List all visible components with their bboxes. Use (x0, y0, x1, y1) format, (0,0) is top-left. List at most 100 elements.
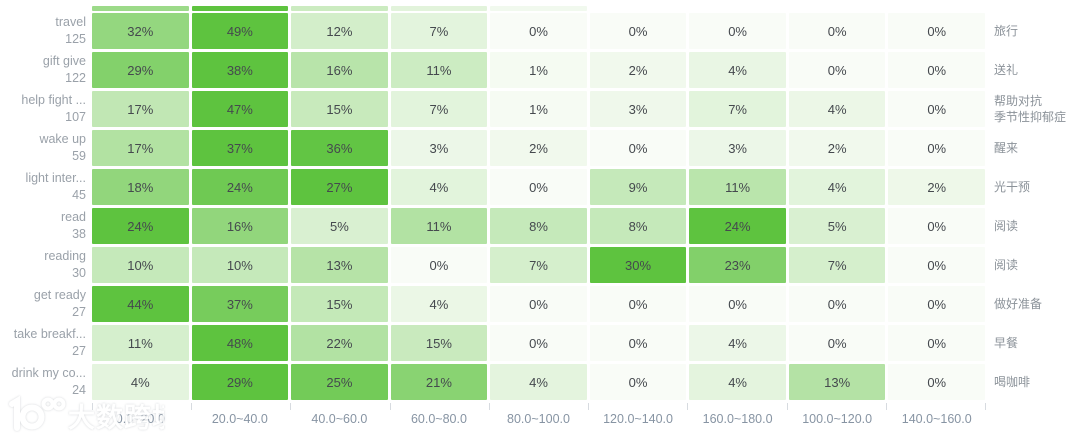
heatmap-cell[interactable]: 4% (788, 91, 886, 127)
heatmap-cell[interactable]: 25% (291, 364, 388, 400)
heatmap-cell[interactable]: 7% (490, 247, 587, 283)
row-label-zh: 喝咖啡 (994, 375, 1031, 389)
heatmap-cell[interactable]: 10% (191, 247, 289, 283)
heatmap-cell[interactable]: 12% (291, 13, 388, 49)
heatmap-cell[interactable]: 4% (788, 169, 886, 205)
heatmap-cell[interactable]: 17% (92, 91, 189, 127)
heatmap-cell[interactable]: 0% (888, 13, 985, 49)
heatmap-cell[interactable]: 47% (191, 91, 289, 127)
heatmap-cell[interactable]: 32% (92, 13, 189, 49)
heatmap-cell[interactable]: 8% (589, 208, 687, 244)
heatmap-cell[interactable]: 17% (92, 130, 189, 166)
heatmap-cell[interactable]: 7% (390, 13, 488, 49)
x-axis-tick (687, 403, 688, 410)
heatmap-cell[interactable]: 4% (92, 364, 189, 400)
heatmap-cell[interactable]: 0% (490, 13, 587, 49)
heatmap-cell[interactable]: 22% (291, 325, 388, 361)
heatmap-cell[interactable]: 3% (689, 130, 786, 166)
heatmap-cell[interactable]: 0% (390, 247, 488, 283)
heatmap-row: 29% 38% 16% 11% 1% 2% 4% 0% 0% (92, 52, 985, 88)
heatmap-cell[interactable]: 0% (888, 130, 985, 166)
heatmap-cell[interactable]: 30% (589, 247, 687, 283)
heatmap-cell[interactable]: 0% (788, 13, 886, 49)
heatmap-cell[interactable]: 11% (92, 325, 189, 361)
x-axis-tick (787, 403, 788, 410)
heatmap-cell[interactable]: 11% (390, 208, 488, 244)
heatmap-cell[interactable]: 44% (92, 286, 189, 322)
heatmap-cell[interactable]: 1% (490, 52, 587, 88)
heatmap-cell[interactable]: 0% (589, 130, 687, 166)
heatmap-cell[interactable]: 0% (788, 52, 886, 88)
heatmap-cell[interactable]: 0% (490, 325, 587, 361)
heatmap-cell[interactable]: 0% (888, 325, 985, 361)
heatmap-cell[interactable]: 2% (589, 52, 687, 88)
heatmap-cell[interactable]: 16% (191, 208, 289, 244)
heatmap-cell[interactable]: 29% (191, 364, 289, 400)
heatmap-cell[interactable]: 13% (291, 247, 388, 283)
heatmap-cell[interactable]: 2% (888, 169, 985, 205)
heatmap-cell[interactable]: 4% (689, 364, 786, 400)
heatmap-cell[interactable]: 4% (490, 364, 587, 400)
heatmap-cell[interactable]: 4% (390, 286, 488, 322)
heatmap-cell[interactable]: 38% (191, 52, 289, 88)
heatmap-cell[interactable]: 11% (390, 52, 488, 88)
row-label-en: gift give (42, 54, 86, 68)
heatmap-cell[interactable]: 4% (390, 169, 488, 205)
heatmap-cell[interactable]: 4% (689, 52, 786, 88)
heatmap-cell[interactable]: 21% (390, 364, 488, 400)
heatmap-cell[interactable]: 24% (92, 208, 189, 244)
heatmap-cell[interactable]: 0% (689, 286, 786, 322)
heatmap-cell[interactable]: 2% (788, 130, 886, 166)
heatmap-cell[interactable]: 27% (291, 169, 388, 205)
heatmap-cell[interactable]: 37% (191, 286, 289, 322)
heatmap-cell[interactable]: 36% (291, 130, 388, 166)
heatmap-cell[interactable]: 15% (291, 286, 388, 322)
x-axis: 0.0~20.0 20.0~40.0 40.0~60.0 60.0~80.0 80.0~… (92, 412, 985, 426)
heatmap-cell[interactable]: 0% (689, 13, 786, 49)
heatmap-cell[interactable]: 0% (888, 208, 985, 244)
heatmap-cell[interactable]: 24% (191, 169, 289, 205)
heatmap-cell[interactable]: 49% (191, 13, 289, 49)
heatmap-cell[interactable]: 4% (689, 325, 786, 361)
heatmap-cell[interactable]: 15% (291, 91, 388, 127)
heatmap-cell[interactable]: 0% (490, 286, 587, 322)
heatmap-cell[interactable]: 0% (589, 325, 687, 361)
heatmap-cell[interactable]: 9% (589, 169, 687, 205)
heatmap-cell[interactable]: 8% (490, 208, 587, 244)
heatmap-cell[interactable]: 0% (589, 364, 687, 400)
heatmap-cell[interactable]: 5% (291, 208, 388, 244)
heatmap-cell[interactable]: 5% (788, 208, 886, 244)
heatmap-cell[interactable]: 1% (490, 91, 587, 127)
heatmap-cell[interactable]: 16% (291, 52, 388, 88)
heatmap-cell[interactable]: 7% (788, 247, 886, 283)
heatmap-cell[interactable]: 0% (888, 91, 985, 127)
heatmap-cell[interactable]: 0% (888, 364, 985, 400)
row-label-left: read 38 (0, 208, 86, 244)
heatmap-cell[interactable]: 2% (490, 130, 587, 166)
heatmap-cell[interactable]: 13% (788, 364, 886, 400)
heatmap-cell[interactable]: 0% (788, 325, 886, 361)
heatmap-cell[interactable]: 7% (689, 91, 786, 127)
heatmap-cell[interactable]: 0% (888, 286, 985, 322)
heatmap-cell[interactable]: 48% (191, 325, 289, 361)
heatmap-cell[interactable]: 15% (390, 325, 488, 361)
heatmap-cell[interactable]: 0% (490, 169, 587, 205)
heatmap-cell[interactable]: 0% (589, 13, 687, 49)
row-label-left: travel 125 (0, 13, 86, 49)
heatmap-cell[interactable]: 18% (92, 169, 189, 205)
heatmap-cell[interactable]: 3% (390, 130, 488, 166)
heatmap-cell[interactable]: 29% (92, 52, 189, 88)
heatmap-cell[interactable]: 10% (92, 247, 189, 283)
heatmap-cell[interactable]: 7% (390, 91, 488, 127)
heatmap-cell[interactable]: 0% (589, 286, 687, 322)
heatmap-cell[interactable]: 23% (689, 247, 786, 283)
heatmap-cell[interactable]: 11% (689, 169, 786, 205)
heatmap-cell[interactable]: 37% (191, 130, 289, 166)
heatmap-cell[interactable]: 0% (888, 52, 985, 88)
heatmap-cell[interactable]: 24% (689, 208, 786, 244)
heatmap-cell[interactable]: 3% (589, 91, 687, 127)
heatmap-cell[interactable]: 0% (888, 247, 985, 283)
heatmap-cell[interactable]: 0% (788, 286, 886, 322)
row-label-en: wake up (39, 132, 86, 146)
